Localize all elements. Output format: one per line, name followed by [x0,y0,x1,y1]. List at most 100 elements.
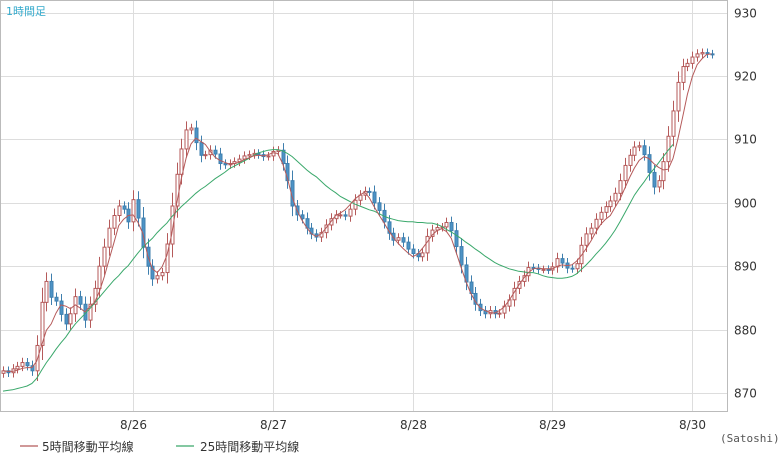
candle [695,49,700,62]
candle-body [420,252,425,258]
candle-body [459,246,464,266]
x-tick-label: 8/27 [260,418,287,432]
candle [367,187,372,197]
candle [570,264,575,273]
y-tick-label: 870 [734,387,757,401]
candle [203,150,208,160]
candle [632,141,637,162]
candle [15,361,20,374]
candle [652,164,657,195]
candle-body [112,215,117,229]
candle-body [695,53,700,58]
candle-body [266,155,271,158]
candle [396,233,401,245]
candle-body [623,164,628,182]
candle [469,275,474,301]
candle-body [497,312,502,315]
candle [54,292,59,306]
candle [599,206,604,225]
candle-body [367,190,372,193]
candle-body [131,199,136,223]
candle [213,145,218,159]
candle-body [666,135,671,163]
candle [30,360,35,376]
candle-body [179,148,184,175]
candle [223,159,228,169]
candle-body [102,246,107,267]
candle [657,175,662,193]
candle [449,216,454,237]
candle [194,120,199,151]
candle-body [546,268,551,271]
candle-body [203,154,208,157]
candle [218,147,223,170]
candle-body [652,171,657,188]
candle [112,208,117,236]
candle-body [637,145,642,148]
candle [189,123,194,135]
candle-body [632,146,637,156]
candle [329,213,334,231]
candle-body [150,265,155,280]
candle-body [454,230,459,248]
candle-body [589,227,594,235]
candle-body [425,235,430,254]
candle-body [642,145,647,156]
candle-body [15,365,20,370]
y-tick-label: 900 [734,197,757,211]
candle [387,215,392,240]
candle-body [20,362,25,367]
candle-body [478,303,483,312]
candle-body [401,237,406,243]
candle [391,227,396,246]
candle-body [618,180,623,194]
candle [44,272,49,312]
candle-body [184,129,189,150]
candle-body [329,218,334,226]
candle [155,271,160,284]
candle-body [396,237,401,241]
candle [613,187,618,207]
x-tick-label: 8/29 [539,418,566,432]
candle-body [690,56,695,64]
candle-body [40,301,45,346]
candle [628,148,633,172]
candle-body [281,149,286,165]
candle-body [613,192,618,202]
ma25-line [2,144,674,392]
candle [575,258,580,274]
candle-body [285,163,290,182]
candle-body [170,205,175,245]
candle-body [30,365,35,372]
candle-body [68,313,73,325]
candle-body [122,205,127,210]
candle-body [338,214,343,217]
candle-body [681,66,686,83]
candle-body [391,232,396,241]
legend-ma5-label: 5時間移動平均線 [42,439,134,454]
candle [199,135,204,163]
candle-body [199,142,204,156]
candle-body [54,296,59,302]
candle [68,307,73,331]
candle-body [469,281,474,294]
candle-body [705,52,710,55]
candle-body [647,154,652,173]
plot-background [0,0,728,412]
candle-body [584,233,589,246]
candle [372,185,377,210]
x-tick-label: 8/26 [120,418,147,432]
candle [425,228,430,261]
candle [478,298,483,316]
y-tick-label: 920 [734,70,757,84]
candle [20,357,25,372]
candle [160,267,165,281]
candle [666,126,671,172]
candle [681,58,686,91]
candle-body [560,258,565,264]
candle [541,265,546,274]
candle [420,248,425,262]
candle [555,252,560,273]
candle [560,253,565,268]
candle-body [685,62,690,68]
